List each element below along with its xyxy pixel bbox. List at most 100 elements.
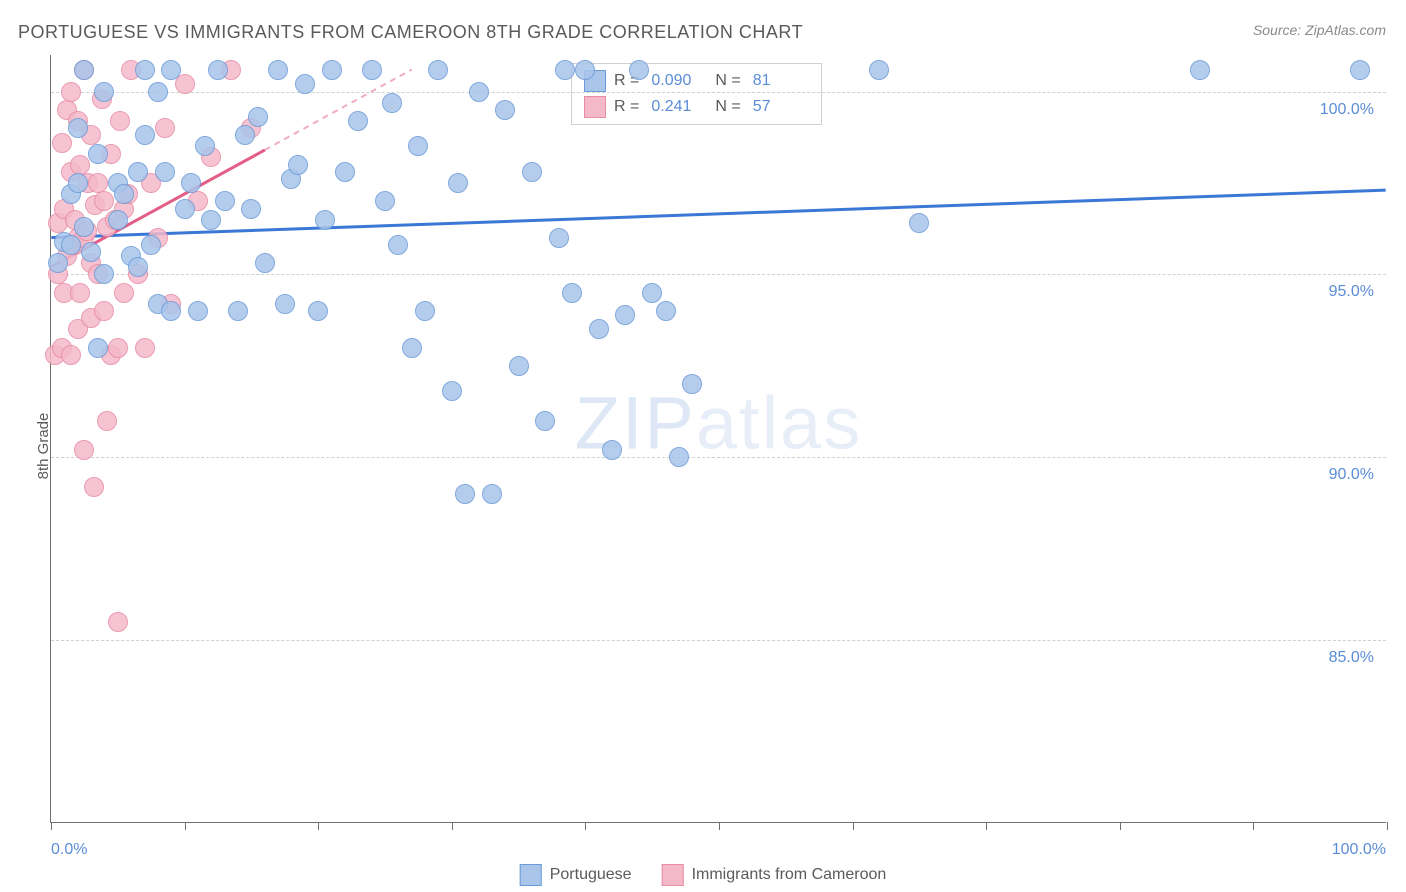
scatter-point — [575, 60, 595, 80]
scatter-point — [114, 283, 134, 303]
scatter-point — [88, 338, 108, 358]
legend-stats-row: R = 0.241 N = 57 — [584, 94, 809, 120]
scatter-point — [382, 93, 402, 113]
scatter-point — [161, 301, 181, 321]
scatter-point — [208, 60, 228, 80]
scatter-point — [108, 210, 128, 230]
scatter-point — [68, 173, 88, 193]
scatter-point — [215, 191, 235, 211]
r-value: 0.241 — [651, 98, 707, 116]
x-tick — [1253, 822, 1254, 830]
scatter-point — [909, 213, 929, 233]
scatter-point — [97, 411, 117, 431]
scatter-point — [442, 381, 462, 401]
scatter-point — [402, 338, 422, 358]
y-tick-label: 100.0% — [1320, 101, 1374, 119]
scatter-point — [68, 118, 88, 138]
scatter-point — [228, 301, 248, 321]
n-value: 81 — [753, 72, 809, 90]
scatter-point — [74, 440, 94, 460]
scatter-point — [148, 82, 168, 102]
scatter-point — [535, 411, 555, 431]
n-label: N = — [715, 72, 740, 90]
gridline — [51, 92, 1386, 93]
scatter-point — [495, 100, 515, 120]
n-label: N = — [715, 98, 740, 116]
scatter-point — [295, 74, 315, 94]
legend-stats-row: R = 0.090 N = 81 — [584, 68, 809, 94]
scatter-point — [315, 210, 335, 230]
scatter-point — [615, 305, 635, 325]
scatter-point — [1350, 60, 1370, 80]
legend-series: Portuguese Immigrants from Cameroon — [520, 864, 887, 886]
scatter-point — [52, 133, 72, 153]
legend-series-label: Portuguese — [550, 866, 632, 884]
chart-title: PORTUGUESE VS IMMIGRANTS FROM CAMEROON 8… — [18, 22, 803, 43]
scatter-point — [135, 60, 155, 80]
scatter-point — [108, 338, 128, 358]
scatter-point — [135, 125, 155, 145]
r-label: R = — [614, 98, 639, 116]
scatter-point — [509, 356, 529, 376]
scatter-point — [682, 374, 702, 394]
scatter-point — [181, 173, 201, 193]
scatter-point — [602, 440, 622, 460]
scatter-point — [469, 82, 489, 102]
scatter-point — [70, 283, 90, 303]
scatter-point — [268, 60, 288, 80]
legend-swatch — [662, 864, 684, 886]
scatter-point — [362, 60, 382, 80]
r-value: 0.090 — [651, 72, 707, 90]
scatter-point — [84, 477, 104, 497]
scatter-point — [81, 242, 101, 262]
scatter-point — [94, 264, 114, 284]
scatter-point — [61, 235, 81, 255]
scatter-point — [241, 199, 261, 219]
scatter-point — [74, 217, 94, 237]
legend-swatch — [520, 864, 542, 886]
scatter-point — [288, 155, 308, 175]
source-attribution: Source: ZipAtlas.com — [1253, 22, 1386, 38]
scatter-point — [94, 82, 114, 102]
scatter-point — [175, 199, 195, 219]
legend-series-label: Immigrants from Cameroon — [692, 866, 887, 884]
y-tick-label: 90.0% — [1329, 466, 1374, 484]
x-tick — [719, 822, 720, 830]
scatter-point — [135, 338, 155, 358]
scatter-point — [195, 136, 215, 156]
scatter-point — [70, 155, 90, 175]
x-tick — [318, 822, 319, 830]
scatter-point — [248, 107, 268, 127]
scatter-point — [408, 136, 428, 156]
scatter-point — [114, 184, 134, 204]
scatter-point — [235, 125, 255, 145]
scatter-point — [642, 283, 662, 303]
x-tick-label: 100.0% — [1332, 841, 1386, 859]
scatter-point — [322, 60, 342, 80]
scatter-point — [155, 162, 175, 182]
x-tick — [452, 822, 453, 830]
scatter-point — [110, 111, 130, 131]
scatter-point — [522, 162, 542, 182]
scatter-point — [88, 173, 108, 193]
x-tick — [585, 822, 586, 830]
x-tick-label: 0.0% — [51, 841, 87, 859]
gridline — [51, 457, 1386, 458]
scatter-point — [1190, 60, 1210, 80]
legend-series-item: Portuguese — [520, 864, 632, 886]
legend-series-item: Immigrants from Cameroon — [662, 864, 887, 886]
scatter-point — [656, 301, 676, 321]
scatter-point — [388, 235, 408, 255]
scatter-point — [128, 162, 148, 182]
scatter-point — [375, 191, 395, 211]
scatter-point — [128, 257, 148, 277]
scatter-point — [94, 301, 114, 321]
x-tick — [986, 822, 987, 830]
scatter-point — [562, 283, 582, 303]
scatter-point — [549, 228, 569, 248]
legend-stats: R = 0.090 N = 81 R = 0.241 N = 57 — [571, 63, 822, 125]
gridline — [51, 274, 1386, 275]
scatter-point — [555, 60, 575, 80]
watermark-light: atlas — [696, 382, 862, 465]
gridline — [51, 640, 1386, 641]
